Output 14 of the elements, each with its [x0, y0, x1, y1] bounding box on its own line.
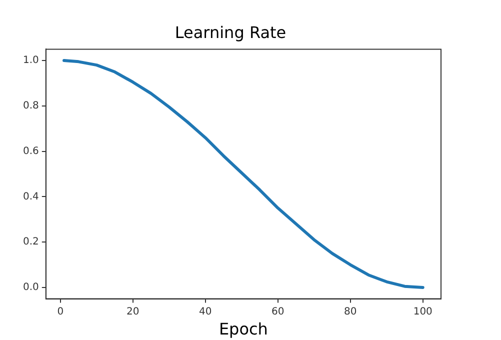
x-tick-label: 100: [413, 306, 432, 318]
x-axis-title: Epoch: [218, 320, 268, 339]
x-tick-label: 20: [126, 306, 140, 318]
x-tick-label: 0: [57, 306, 64, 318]
y-tick-label: 0.2: [22, 236, 39, 248]
y-tick-label: 0.8: [22, 100, 39, 112]
chart-title: Learning Rate: [174, 22, 286, 42]
x-tick-label: 60: [272, 306, 284, 318]
y-tick-label: 0.0: [22, 282, 39, 294]
y-tick-label: 0.6: [22, 146, 39, 157]
y-tick-label: 0.4: [22, 191, 39, 202]
x-tick-label: 40: [199, 306, 212, 318]
y-tick-label: 1.0: [22, 55, 39, 66]
x-tick-label: 80: [344, 306, 357, 318]
